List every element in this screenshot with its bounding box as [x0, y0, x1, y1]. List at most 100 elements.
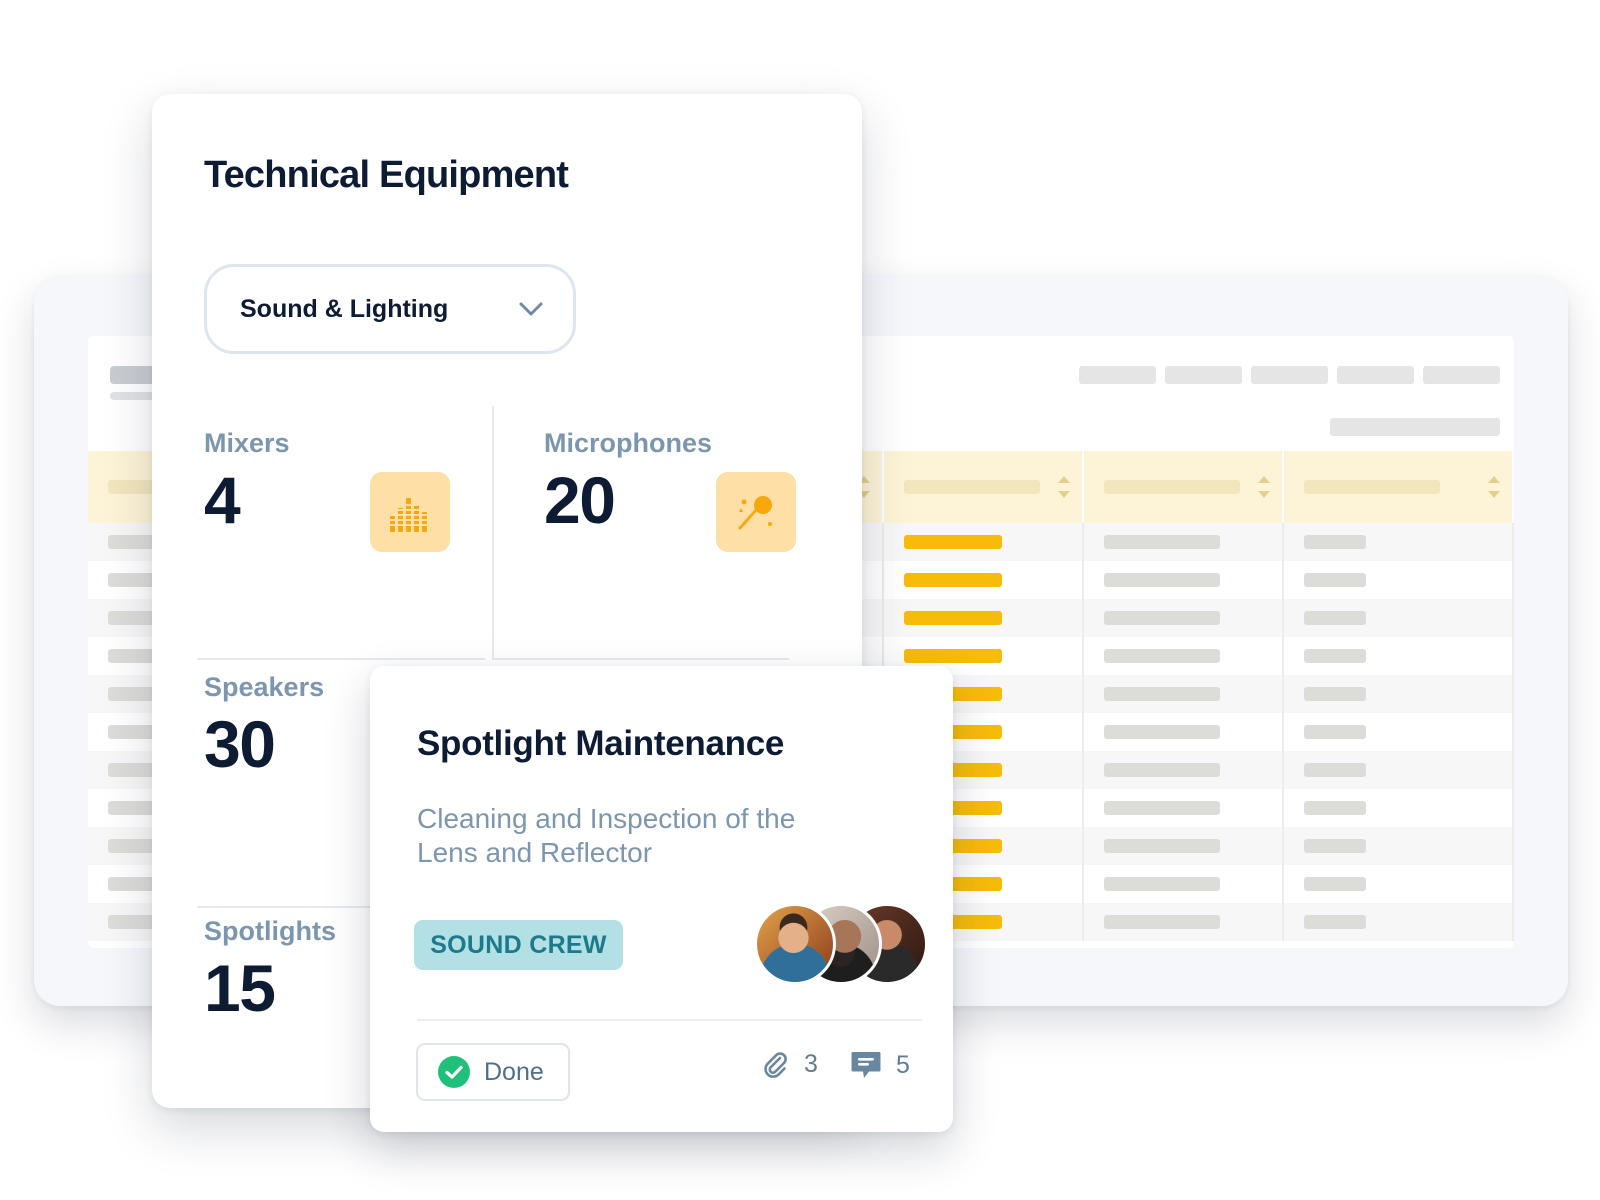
- table-tab[interactable]: [1251, 366, 1328, 384]
- stat-value: 20: [544, 463, 616, 537]
- stat-divider: [197, 658, 485, 660]
- table-cell: [1084, 827, 1284, 865]
- cell-placeholder: [1304, 877, 1366, 891]
- header-placeholder: [1104, 480, 1240, 494]
- stat-label: Mixers: [204, 428, 290, 458]
- attachments-count[interactable]: 3: [762, 1050, 818, 1079]
- stat-divider: [197, 906, 427, 908]
- cell-placeholder: [1104, 801, 1220, 815]
- header-placeholder: [904, 480, 1040, 494]
- sort-icon[interactable]: [1258, 476, 1270, 498]
- cell-placeholder: [904, 535, 1002, 549]
- table-cell: [1284, 713, 1514, 751]
- cell-placeholder: [1104, 915, 1220, 929]
- table-cell: [884, 637, 1084, 675]
- table-cell: [1284, 789, 1514, 827]
- table-cell: [1084, 751, 1284, 789]
- table-cell: [1084, 637, 1284, 675]
- avatar[interactable]: [754, 903, 836, 985]
- cell-placeholder: [1104, 763, 1220, 777]
- stat-value: 15: [204, 951, 276, 1025]
- cell-placeholder: [904, 649, 1002, 663]
- attachments-number: 3: [804, 1050, 818, 1078]
- cell-placeholder: [1304, 763, 1366, 777]
- cell-placeholder: [904, 611, 1002, 625]
- microphone-icon: [716, 472, 796, 552]
- table-cell: [1284, 637, 1514, 675]
- sort-icon[interactable]: [1488, 476, 1500, 498]
- table-cell: [1084, 675, 1284, 713]
- task-divider: [417, 1019, 922, 1021]
- team-tag[interactable]: SOUND CREW: [414, 920, 623, 970]
- table-cell: [1084, 561, 1284, 599]
- stat-divider: [494, 658, 789, 660]
- paperclip-icon: [764, 1051, 787, 1078]
- card-title: Technical Equipment: [204, 154, 569, 196]
- stat-microphones: Microphones 20: [544, 428, 712, 533]
- table-cell: [1084, 789, 1284, 827]
- cell-placeholder: [1304, 687, 1366, 701]
- table-tab[interactable]: [1337, 366, 1414, 384]
- cell-placeholder: [1104, 649, 1220, 663]
- table-cell: [1084, 523, 1284, 561]
- stat-grid-divider: [492, 406, 494, 660]
- cell-placeholder: [1304, 535, 1366, 549]
- table-header-cell[interactable]: [1284, 451, 1514, 523]
- equalizer-icon: [370, 472, 450, 552]
- sort-icon[interactable]: [858, 476, 870, 498]
- stat-label: Speakers: [204, 672, 325, 702]
- task-description: Cleaning and Inspection of the Lens and …: [417, 803, 796, 868]
- cell-placeholder: [1104, 725, 1220, 739]
- table-cell: [1084, 713, 1284, 751]
- table-tabs: [1079, 366, 1500, 384]
- status-done-button[interactable]: Done: [416, 1043, 570, 1101]
- table-cell: [1084, 903, 1284, 941]
- table-search-input[interactable]: [1330, 418, 1500, 436]
- cell-placeholder: [1304, 839, 1366, 853]
- table-cell: [1284, 903, 1514, 941]
- comments-number: 5: [896, 1050, 910, 1079]
- status-label: Done: [484, 1057, 544, 1086]
- task-title: Spotlight Maintenance: [417, 724, 785, 763]
- cell-placeholder: [1304, 725, 1366, 739]
- cell-placeholder: [1104, 535, 1220, 549]
- task-card[interactable]: Spotlight Maintenance Cleaning and Inspe…: [370, 666, 953, 1132]
- comments-count[interactable]: 5: [850, 1050, 910, 1080]
- assignee-avatars[interactable]: [754, 903, 928, 989]
- table-cell: [884, 561, 1084, 599]
- stat-spotlights: Spotlights 15: [204, 916, 336, 1021]
- cell-placeholder: [1304, 611, 1366, 625]
- table-header-cell[interactable]: [1084, 451, 1284, 523]
- table-cell: [1084, 599, 1284, 637]
- check-circle-icon: [438, 1056, 470, 1088]
- table-cell: [1084, 865, 1284, 903]
- table-cell: [884, 523, 1084, 561]
- table-tab[interactable]: [1079, 366, 1156, 384]
- stat-label: Microphones: [544, 428, 713, 458]
- header-placeholder: [1304, 480, 1440, 494]
- cell-placeholder: [1104, 877, 1220, 891]
- cell-placeholder: [1104, 573, 1220, 587]
- cell-placeholder: [1304, 915, 1366, 929]
- chevron-down-icon: [519, 302, 543, 316]
- category-select[interactable]: Sound & Lighting: [204, 264, 576, 354]
- stat-mixers: Mixers 4: [204, 428, 290, 533]
- category-select-value: Sound & Lighting: [240, 294, 449, 323]
- table-header-cell[interactable]: [884, 451, 1084, 523]
- table-cell: [1284, 827, 1514, 865]
- stat-value: 4: [204, 463, 241, 537]
- table-tab[interactable]: [1423, 366, 1500, 384]
- cell-placeholder: [1304, 801, 1366, 815]
- cell-placeholder: [1104, 839, 1220, 853]
- stat-label: Spotlights: [204, 916, 336, 946]
- table-cell: [1284, 561, 1514, 599]
- stat-speakers: Speakers 30: [204, 672, 324, 777]
- table-cell: [1284, 523, 1514, 561]
- table-cell: [1284, 599, 1514, 637]
- cell-placeholder: [1104, 687, 1220, 701]
- cell-placeholder: [904, 573, 1002, 587]
- sort-icon[interactable]: [1058, 476, 1070, 498]
- table-cell: [1284, 675, 1514, 713]
- stat-value: 30: [204, 707, 276, 781]
- table-tab[interactable]: [1165, 366, 1242, 384]
